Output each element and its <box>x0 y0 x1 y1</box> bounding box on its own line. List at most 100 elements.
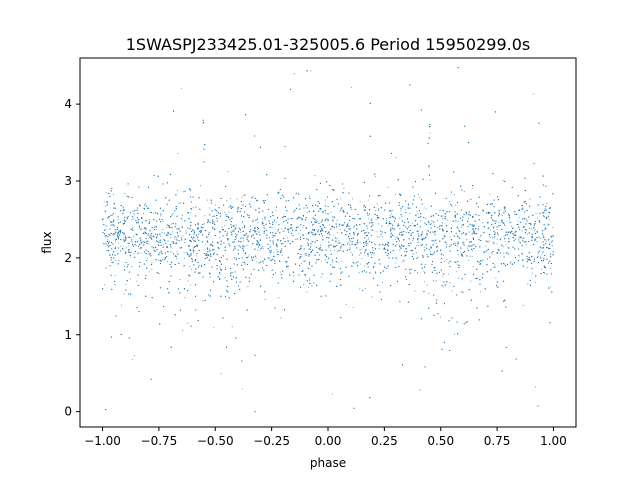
data-point <box>400 209 402 211</box>
data-point <box>279 250 281 252</box>
data-point <box>149 212 151 214</box>
data-point <box>443 217 445 219</box>
data-point <box>307 286 310 288</box>
data-point <box>192 258 194 260</box>
data-point <box>527 233 529 235</box>
data-point <box>310 232 312 234</box>
data-point <box>275 209 277 211</box>
data-point <box>496 228 498 231</box>
data-point <box>207 248 209 251</box>
data-point <box>224 266 227 268</box>
data-point <box>347 228 349 230</box>
data-point <box>136 280 138 282</box>
data-point <box>341 260 343 262</box>
data-point <box>245 257 247 259</box>
data-point <box>302 227 304 229</box>
data-point <box>536 217 538 219</box>
data-point <box>320 260 322 262</box>
data-point <box>492 266 494 268</box>
data-point <box>393 235 395 237</box>
data-point <box>367 239 369 241</box>
data-point <box>333 234 335 236</box>
data-point <box>118 231 120 233</box>
data-point <box>165 253 167 255</box>
data-point <box>161 231 163 233</box>
data-point <box>202 300 204 302</box>
data-point <box>528 227 531 229</box>
data-point <box>245 234 247 236</box>
data-point <box>166 226 168 228</box>
data-point <box>457 277 460 279</box>
data-point <box>441 222 443 224</box>
data-point <box>446 219 448 221</box>
data-point <box>170 223 173 225</box>
data-point <box>314 175 316 177</box>
data-point <box>263 262 265 264</box>
data-point <box>372 267 374 269</box>
data-point <box>543 216 545 218</box>
data-point <box>425 217 427 220</box>
data-point <box>481 222 484 224</box>
data-point <box>449 200 451 202</box>
data-point <box>463 243 465 245</box>
data-point <box>220 373 222 375</box>
data-point <box>401 215 403 217</box>
data-point <box>137 223 139 225</box>
data-point <box>106 239 109 241</box>
data-point <box>540 268 543 270</box>
data-point <box>117 219 119 221</box>
data-point <box>290 218 292 220</box>
data-point <box>343 187 345 189</box>
data-point <box>163 244 165 246</box>
data-point <box>451 290 453 292</box>
data-point <box>367 255 369 257</box>
data-point <box>471 249 473 252</box>
data-point <box>205 243 207 245</box>
data-point <box>271 227 273 229</box>
data-point <box>409 212 411 214</box>
data-point <box>350 227 352 229</box>
data-point <box>403 251 405 253</box>
data-point <box>336 219 338 221</box>
data-point <box>496 243 498 245</box>
data-point <box>466 247 468 249</box>
data-point <box>426 284 428 286</box>
data-point <box>521 230 523 232</box>
data-point <box>463 241 465 243</box>
data-point <box>504 241 506 243</box>
data-point <box>352 306 354 309</box>
data-point <box>341 244 343 246</box>
data-point <box>268 236 271 238</box>
data-point <box>308 255 310 258</box>
data-point <box>424 246 426 248</box>
data-point <box>454 204 456 206</box>
data-point <box>495 277 497 279</box>
data-point <box>339 229 341 231</box>
data-point <box>416 210 418 213</box>
data-point <box>128 245 130 247</box>
data-point <box>331 261 334 263</box>
data-point <box>518 237 520 239</box>
scatter-points <box>102 67 554 413</box>
data-point <box>190 284 192 286</box>
data-point <box>378 236 380 238</box>
data-point <box>359 241 361 243</box>
data-point <box>235 237 237 239</box>
data-point <box>121 304 123 306</box>
data-point <box>160 235 162 237</box>
data-point <box>359 201 361 203</box>
data-point <box>113 194 115 196</box>
data-point <box>549 268 551 270</box>
data-point <box>221 226 223 228</box>
data-point <box>255 257 257 260</box>
data-point <box>469 255 471 257</box>
data-point <box>140 252 142 254</box>
data-point <box>532 93 534 95</box>
data-point <box>419 197 421 199</box>
data-point <box>190 190 192 192</box>
data-point <box>426 254 428 256</box>
data-point <box>125 284 127 286</box>
data-point <box>492 226 494 228</box>
data-point <box>435 242 437 244</box>
